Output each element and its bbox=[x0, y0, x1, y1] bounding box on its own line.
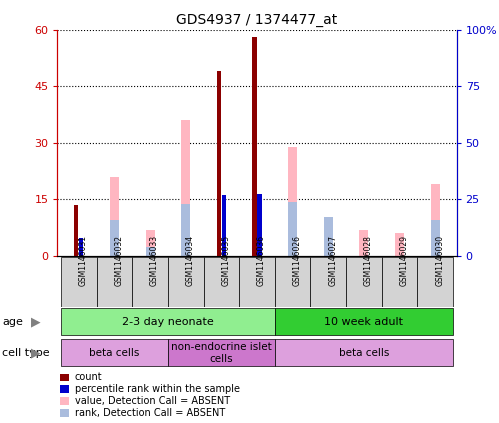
Bar bbox=[146, 230, 155, 256]
Bar bbox=[359, 230, 368, 256]
Text: GSM1146034: GSM1146034 bbox=[186, 235, 195, 286]
Bar bbox=[181, 120, 190, 256]
Text: GSM1146027: GSM1146027 bbox=[328, 235, 337, 286]
Bar bbox=[431, 220, 440, 256]
Text: beta cells: beta cells bbox=[89, 348, 140, 358]
Bar bbox=[346, 257, 382, 307]
Text: GSM1146033: GSM1146033 bbox=[150, 235, 159, 286]
Text: GSM1146035: GSM1146035 bbox=[222, 235, 231, 286]
Text: percentile rank within the sample: percentile rank within the sample bbox=[75, 384, 240, 394]
Bar bbox=[146, 247, 155, 256]
Text: rank, Detection Call = ABSENT: rank, Detection Call = ABSENT bbox=[75, 408, 225, 418]
Text: non-endocrine islet
cells: non-endocrine islet cells bbox=[171, 342, 272, 364]
Text: GSM1146030: GSM1146030 bbox=[435, 235, 444, 286]
Bar bbox=[168, 339, 275, 366]
Text: cell type: cell type bbox=[2, 348, 50, 358]
Text: 10 week adult: 10 week adult bbox=[324, 317, 403, 327]
Bar bbox=[79, 238, 83, 256]
Bar bbox=[110, 220, 119, 256]
Bar bbox=[239, 257, 275, 307]
Text: ▶: ▶ bbox=[31, 346, 40, 359]
Bar bbox=[431, 184, 440, 256]
Text: GSM1146029: GSM1146029 bbox=[400, 235, 409, 286]
Bar bbox=[288, 146, 297, 256]
Text: GSM1146026: GSM1146026 bbox=[292, 235, 301, 286]
Bar bbox=[324, 217, 333, 256]
Text: value, Detection Call = ABSENT: value, Detection Call = ABSENT bbox=[75, 396, 230, 406]
Text: count: count bbox=[75, 372, 102, 382]
Text: 2-3 day neonate: 2-3 day neonate bbox=[122, 317, 214, 327]
Bar bbox=[74, 205, 78, 256]
Text: age: age bbox=[2, 317, 23, 327]
Bar bbox=[275, 308, 453, 335]
Bar bbox=[288, 202, 297, 256]
Text: ▶: ▶ bbox=[31, 316, 40, 328]
Bar bbox=[382, 257, 417, 307]
Bar bbox=[132, 257, 168, 307]
Bar bbox=[310, 257, 346, 307]
Bar bbox=[275, 339, 453, 366]
Bar bbox=[168, 257, 204, 307]
Text: beta cells: beta cells bbox=[339, 348, 389, 358]
Bar bbox=[61, 339, 168, 366]
Text: GSM1146032: GSM1146032 bbox=[114, 235, 123, 286]
Text: GSM1146036: GSM1146036 bbox=[257, 235, 266, 286]
Bar bbox=[252, 37, 256, 256]
Text: GSM1146031: GSM1146031 bbox=[79, 235, 88, 286]
Bar bbox=[395, 233, 404, 256]
Bar bbox=[110, 177, 119, 256]
Text: GSM1146028: GSM1146028 bbox=[364, 235, 373, 286]
Bar bbox=[257, 194, 261, 256]
Bar bbox=[61, 308, 275, 335]
Bar bbox=[204, 257, 239, 307]
Bar bbox=[97, 257, 132, 307]
Bar bbox=[417, 257, 453, 307]
Title: GDS4937 / 1374477_at: GDS4937 / 1374477_at bbox=[176, 13, 338, 27]
Bar bbox=[61, 257, 97, 307]
Bar bbox=[222, 195, 226, 256]
Bar bbox=[181, 204, 190, 256]
Bar bbox=[275, 257, 310, 307]
Bar bbox=[217, 71, 221, 256]
